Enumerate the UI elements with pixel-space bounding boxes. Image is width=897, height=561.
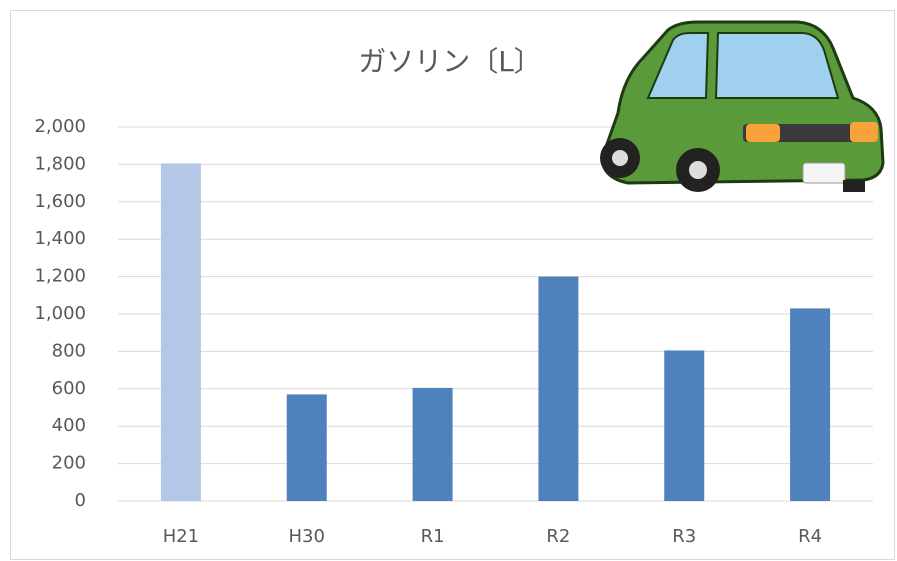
y-tick-label: 0 xyxy=(75,490,86,511)
y-tick-label: 400 xyxy=(52,415,86,436)
y-tick-label: 1,000 xyxy=(34,303,86,324)
chart-title: ガソリン〔L〕 xyxy=(358,45,542,78)
y-tick-label: 1,200 xyxy=(34,266,86,287)
x-tick-label: R3 xyxy=(672,526,696,547)
bar xyxy=(790,308,830,501)
x-tick-label: H30 xyxy=(289,526,325,547)
y-tick-label: 1,600 xyxy=(34,191,86,212)
page: ガソリン〔L〕 0 200 400 600 800 1,000 1,200 1,400 1,60… xyxy=(0,0,897,561)
y-tick-label: 600 xyxy=(52,378,86,399)
bar xyxy=(413,388,453,501)
y-tick-label: 1,400 xyxy=(34,228,86,249)
x-tick-label: R2 xyxy=(546,526,570,547)
x-tick-label: R4 xyxy=(798,526,822,547)
x-tick-label: H21 xyxy=(163,526,199,547)
y-tick-label: 200 xyxy=(52,453,86,474)
x-tick-label: R1 xyxy=(421,526,445,547)
bar xyxy=(664,350,704,501)
y-tick-label: 800 xyxy=(52,340,86,361)
y-tick-label: 2,000 xyxy=(34,116,86,137)
bar xyxy=(287,394,327,501)
y-tick-label: 1,800 xyxy=(34,153,86,174)
bar xyxy=(538,277,578,501)
bar xyxy=(161,163,201,501)
chart: ガソリン〔L〕 0 200 400 600 800 1,000 1,200 1,400 1,60… xyxy=(0,0,897,561)
